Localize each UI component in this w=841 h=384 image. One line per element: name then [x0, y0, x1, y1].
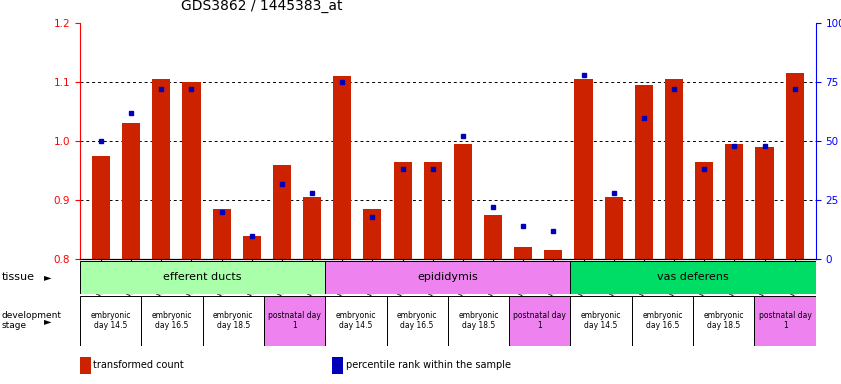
Bar	[92, 156, 110, 259]
Bar	[363, 209, 382, 259]
Text: efferent ducts: efferent ducts	[163, 272, 242, 283]
Bar	[570, 296, 632, 346]
Text: ►: ►	[44, 272, 51, 283]
Text: embryonic
day 16.5: embryonic day 16.5	[151, 311, 192, 330]
Text: ►: ►	[44, 316, 51, 326]
Bar	[80, 261, 325, 294]
Bar	[264, 296, 325, 346]
Bar	[325, 261, 570, 294]
Bar	[785, 73, 804, 259]
Bar	[454, 144, 472, 259]
Text: embryonic
day 16.5: embryonic day 16.5	[397, 311, 437, 330]
Bar	[574, 79, 593, 259]
Bar	[213, 209, 230, 259]
Bar	[152, 79, 171, 259]
Text: embryonic
day 14.5: embryonic day 14.5	[90, 311, 131, 330]
Bar	[122, 123, 140, 259]
Text: embryonic
day 16.5: embryonic day 16.5	[643, 311, 683, 330]
Text: embryonic
day 18.5: embryonic day 18.5	[213, 311, 253, 330]
Bar	[325, 296, 387, 346]
Text: transformed count: transformed count	[93, 360, 184, 371]
Text: postnatal day
1: postnatal day 1	[759, 311, 812, 330]
Bar	[544, 250, 563, 259]
Text: embryonic
day 18.5: embryonic day 18.5	[458, 311, 499, 330]
Bar	[514, 247, 532, 259]
Bar	[182, 82, 200, 259]
Bar	[632, 296, 693, 346]
Bar	[665, 79, 683, 259]
Text: postnatal day
1: postnatal day 1	[513, 311, 566, 330]
Text: vas deferens: vas deferens	[658, 272, 729, 283]
Bar	[570, 261, 816, 294]
Bar	[80, 296, 141, 346]
Bar	[754, 296, 816, 346]
Bar	[333, 76, 352, 259]
Bar	[447, 296, 509, 346]
Bar	[509, 296, 570, 346]
Bar	[203, 296, 264, 346]
Bar	[387, 296, 447, 346]
Text: embryonic
day 14.5: embryonic day 14.5	[581, 311, 621, 330]
Text: percentile rank within the sample: percentile rank within the sample	[346, 360, 510, 371]
Bar	[635, 85, 653, 259]
Text: epididymis: epididymis	[417, 272, 479, 283]
Bar	[394, 162, 411, 259]
Text: embryonic
day 18.5: embryonic day 18.5	[704, 311, 744, 330]
Bar	[303, 197, 321, 259]
Bar	[243, 236, 261, 259]
Bar	[725, 144, 743, 259]
Bar	[141, 296, 203, 346]
Bar	[693, 296, 754, 346]
Bar	[484, 215, 502, 259]
Text: tissue: tissue	[2, 272, 34, 283]
Text: GDS3862 / 1445383_at: GDS3862 / 1445383_at	[181, 0, 342, 13]
Text: development
stage: development stage	[2, 311, 61, 330]
Text: embryonic
day 14.5: embryonic day 14.5	[336, 311, 376, 330]
Bar	[273, 165, 291, 259]
Bar	[755, 147, 774, 259]
Bar	[696, 162, 713, 259]
Bar	[605, 197, 622, 259]
Bar	[424, 162, 442, 259]
Text: postnatal day
1: postnatal day 1	[268, 311, 321, 330]
